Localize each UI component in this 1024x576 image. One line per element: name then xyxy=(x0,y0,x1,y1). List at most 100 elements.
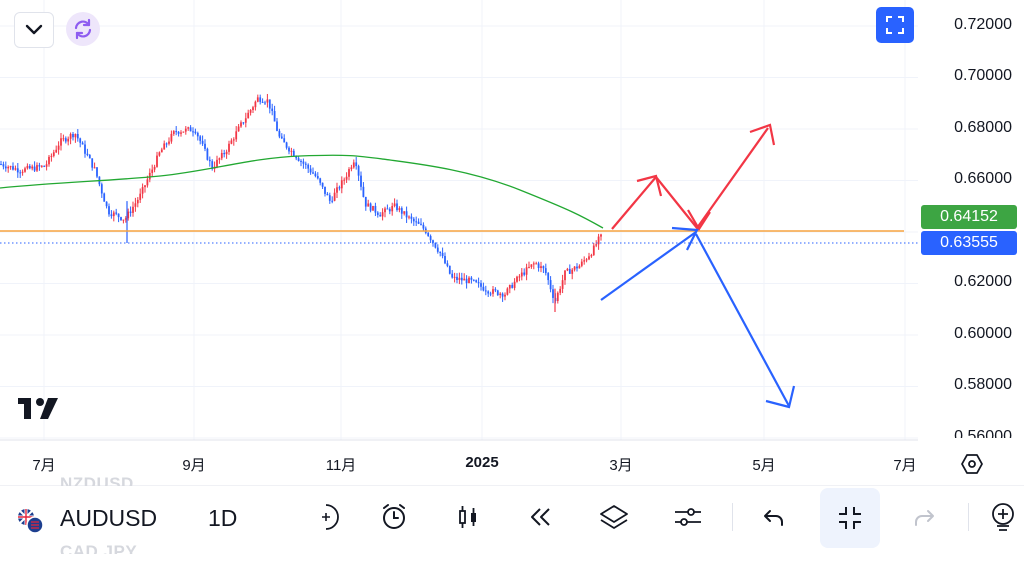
candle-body xyxy=(456,276,458,281)
alert-button[interactable] xyxy=(372,495,416,539)
candle-body xyxy=(48,156,50,165)
candle-body xyxy=(441,252,444,256)
candle-body xyxy=(14,168,17,170)
chevron-down-icon xyxy=(25,24,43,35)
candle-body xyxy=(583,260,586,262)
candle-body xyxy=(259,97,262,102)
candle-body xyxy=(134,203,137,207)
candle-body xyxy=(24,168,26,172)
candle-body xyxy=(50,155,53,157)
candle-body xyxy=(304,163,307,165)
candle-body xyxy=(542,266,545,269)
symbol-name[interactable]: AUDUSD xyxy=(60,505,158,531)
sync-button[interactable] xyxy=(66,12,100,46)
candle-body xyxy=(244,118,247,123)
candle-body xyxy=(110,214,113,217)
candle-body xyxy=(52,152,55,156)
candle-body xyxy=(367,203,370,207)
candle-body xyxy=(357,166,360,176)
prev-symbol-ghost: NZDUSD xyxy=(60,474,134,486)
candle-body xyxy=(484,290,487,292)
candle-body xyxy=(566,268,569,271)
candle-body xyxy=(590,254,593,257)
axis-settings-button[interactable] xyxy=(960,452,984,481)
candle-body xyxy=(360,175,362,187)
rebound-path-arrow xyxy=(600,231,697,301)
fullscreen-button[interactable] xyxy=(876,7,914,43)
crosshair-button[interactable] xyxy=(304,495,348,539)
candle-body xyxy=(223,153,226,155)
candle-body xyxy=(540,266,542,268)
replay-icon xyxy=(531,508,550,526)
bottom-toolbar: NZDUSD AUDUSD 1D CAD JPY xyxy=(0,474,1024,576)
candle-body xyxy=(420,223,422,225)
candle-body xyxy=(93,167,96,169)
replay-button[interactable] xyxy=(518,495,562,539)
candle-body xyxy=(391,206,394,212)
candle-body xyxy=(372,205,374,211)
candle-body xyxy=(300,160,302,162)
candle-body xyxy=(168,141,170,144)
candle-body xyxy=(432,240,434,243)
interval-button[interactable]: 1D xyxy=(208,505,238,531)
bullish-path-arrow xyxy=(611,127,769,230)
candle-body xyxy=(528,266,530,268)
candle-body xyxy=(189,127,192,132)
candle-body xyxy=(578,265,581,269)
candle-body xyxy=(146,179,149,186)
redo-button[interactable] xyxy=(902,495,946,539)
price-tick: 0.58000 xyxy=(954,376,1012,393)
add-indicator-button[interactable] xyxy=(986,495,1024,539)
candle-body xyxy=(492,289,494,294)
candle-body xyxy=(64,138,67,142)
candle-body xyxy=(453,276,456,278)
candle-body xyxy=(345,176,348,180)
candle-body xyxy=(254,101,257,108)
candle-body xyxy=(408,216,410,218)
candle-body xyxy=(141,187,144,194)
candle-body xyxy=(220,153,223,159)
candle-body xyxy=(120,217,122,220)
candle-body xyxy=(386,208,389,210)
candle-body xyxy=(156,155,158,167)
undo-button[interactable] xyxy=(752,495,796,539)
candle-body xyxy=(338,187,341,189)
candle-body xyxy=(86,153,89,155)
price-tick: 0.60000 xyxy=(954,325,1012,342)
chart-type-button[interactable] xyxy=(446,495,490,539)
price-chart[interactable] xyxy=(0,0,1024,486)
candle-body xyxy=(458,277,461,281)
candle-body xyxy=(544,268,547,274)
candle-body xyxy=(547,273,550,281)
candle-body xyxy=(144,185,146,188)
candle-body xyxy=(271,108,274,112)
candle-body xyxy=(187,127,190,129)
candle-body xyxy=(261,101,264,103)
price-tick: 0.62000 xyxy=(954,273,1012,290)
candle-body xyxy=(208,159,211,162)
candle-body xyxy=(489,293,492,295)
settings-button[interactable] xyxy=(666,495,710,539)
candle-body xyxy=(297,158,300,161)
candle-body xyxy=(170,133,173,142)
candle-body xyxy=(26,165,29,169)
candle-body xyxy=(520,272,523,277)
candle-body xyxy=(278,130,281,137)
candle-body xyxy=(535,263,538,265)
candle-body xyxy=(33,166,36,171)
candle-body xyxy=(21,171,24,173)
collapse-button[interactable] xyxy=(14,12,54,48)
candle-body xyxy=(307,164,310,169)
candle-body xyxy=(585,259,588,261)
exit-fullscreen-button[interactable] xyxy=(820,488,880,548)
candle-body xyxy=(559,288,562,293)
candle-body xyxy=(477,282,480,284)
candle-body xyxy=(136,199,139,204)
candle-body xyxy=(513,281,516,288)
candle-body xyxy=(316,176,319,179)
candle-body xyxy=(398,208,401,211)
layers-button[interactable] xyxy=(592,495,636,539)
candle-body xyxy=(463,278,466,281)
candle-body xyxy=(350,167,353,170)
candle-body xyxy=(580,261,583,266)
